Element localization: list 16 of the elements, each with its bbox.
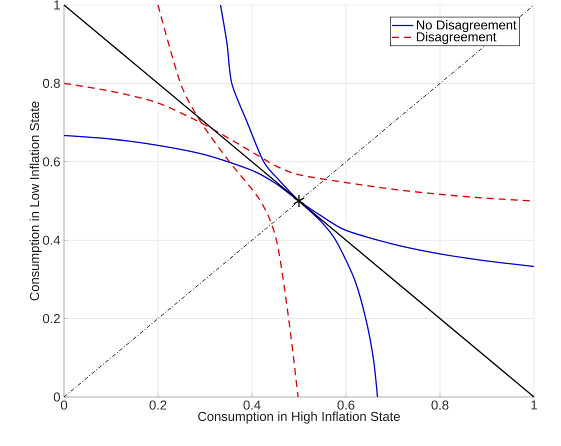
x-tick-label: 0.8: [432, 400, 448, 410]
y-tick-label: 0.6: [42, 157, 60, 166]
legend-label: Disagreement: [416, 32, 496, 44]
y-tick-label: 0.4: [42, 236, 60, 245]
x-axis-title: Consumption in High Inflation State: [198, 412, 400, 424]
y-tick-label: 0.8: [42, 78, 60, 88]
legend-label: No Disagreement: [416, 20, 516, 32]
x-tick-label: 0.2: [150, 400, 166, 410]
x-tick-label: 0: [60, 400, 68, 410]
x-tick-label: 0.6: [338, 400, 354, 410]
y-axis-title: Consumption in Low Inflation State: [30, 102, 42, 300]
y-tick-label: 1: [54, 0, 60, 10]
y-tick-label: 0: [54, 392, 60, 402]
x-tick-label: 0.4: [244, 400, 261, 410]
x-tick-label: 1: [531, 400, 537, 410]
y-tick-label: 0.2: [42, 314, 60, 324]
